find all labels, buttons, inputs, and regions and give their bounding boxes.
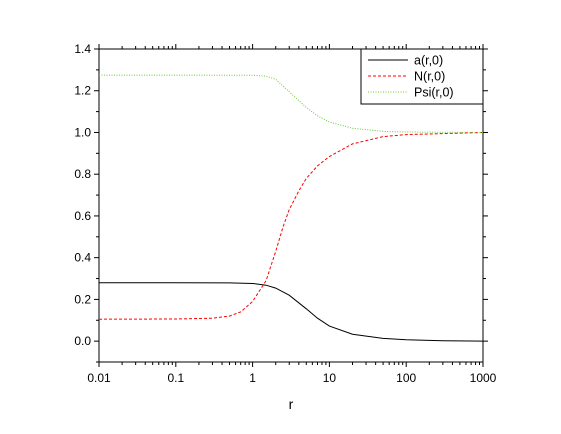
axis-ticks: 0.0 0.2 0.4 0.6 0.8 1.0 1.2 1.4 0.01 0.1 1 10 100 100…	[74, 42, 496, 385]
series-lines	[98, 74, 484, 342]
x-tick-label: 1	[249, 371, 256, 385]
plot-frame	[98, 48, 484, 363]
y-tick-label: 1.4	[74, 42, 91, 56]
x-axis-label: r	[289, 396, 294, 412]
legend-label: Psi(r,0)	[414, 86, 454, 100]
y-tick-label: 0.6	[74, 209, 91, 223]
x-tick-label: 1000	[470, 371, 497, 385]
y-tick-label: 0.0	[74, 334, 91, 348]
legend: a(r,0) N(r,0) Psi(r,0)	[360, 48, 484, 105]
series-line	[99, 282, 484, 342]
series-line	[98, 132, 484, 320]
y-tick-label: 0.8	[74, 167, 91, 181]
legend-label: N(r,0)	[414, 70, 445, 84]
y-tick-label: 1.0	[74, 125, 91, 139]
plot-area	[98, 48, 484, 363]
x-tick-label: 10	[323, 371, 337, 385]
legend-box	[360, 48, 484, 105]
x-tick-label: 0.01	[87, 371, 111, 385]
y-tick-label: 1.2	[74, 84, 91, 98]
x-tick-label: 100	[396, 371, 416, 385]
legend-label: a(r,0)	[414, 54, 443, 68]
series-line	[99, 74, 484, 133]
y-tick-label: 0.2	[74, 292, 91, 306]
y-tick-label: 0.4	[74, 251, 91, 265]
x-tick-label: 0.1	[167, 371, 184, 385]
